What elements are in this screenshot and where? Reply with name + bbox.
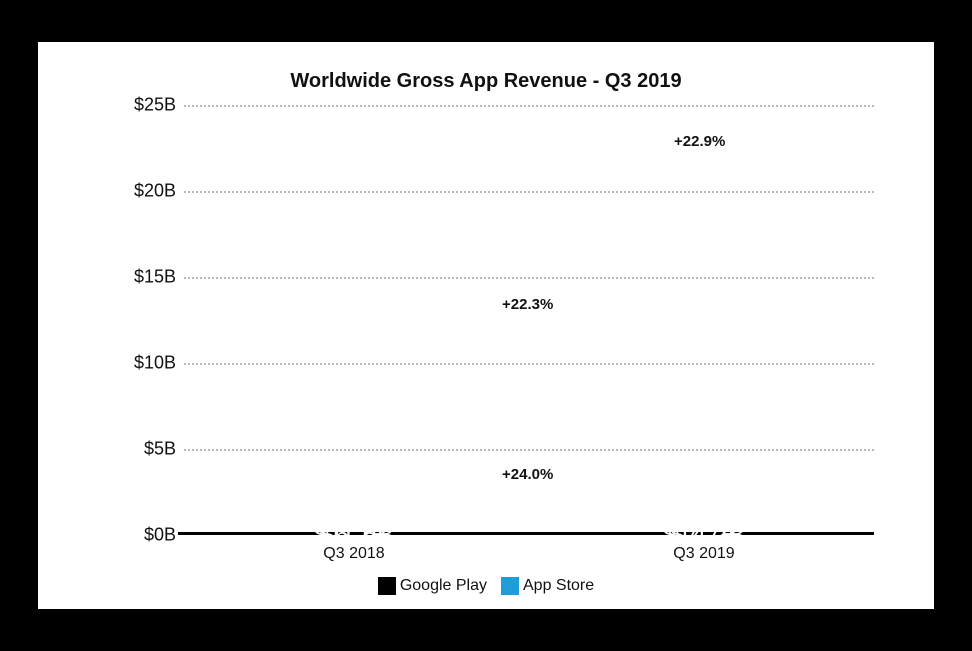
y-tick-10: $10B (134, 353, 176, 374)
legend-label-google-play: Google Play (400, 577, 487, 595)
legend-swatch-google-play (378, 577, 396, 595)
gridline-15 (184, 277, 874, 279)
legend-item-google-play: Google Play (378, 577, 487, 595)
legend: Google Play App Store (78, 577, 894, 595)
growth-total: +22.9% (674, 133, 725, 150)
gridline-20 (184, 191, 874, 193)
x-axis-line (178, 532, 874, 535)
legend-swatch-app-store (501, 577, 519, 595)
growth-app-store: +22.3% (502, 296, 553, 313)
plot-wrap: $25B $20B $15B $10B $5B $0B $6.2B $11.6B… (78, 105, 894, 535)
y-tick-0: $0B (144, 525, 176, 546)
y-tick-15: $15B (134, 267, 176, 288)
plot-area: $6.2B $11.6B Q3 2018 $7.7B $14.2B Q3 201… (184, 105, 874, 535)
gridline-25 (184, 105, 874, 107)
gridline-10 (184, 363, 874, 365)
x-label-q3-2019: Q3 2019 (574, 545, 834, 563)
y-tick-5: $5B (144, 439, 176, 460)
legend-item-app-store: App Store (501, 577, 594, 595)
x-label-q3-2018: Q3 2018 (224, 545, 484, 563)
y-tick-25: $25B (134, 95, 176, 116)
gridline-5 (184, 449, 874, 451)
y-tick-20: $20B (134, 181, 176, 202)
growth-google-play: +24.0% (502, 466, 553, 483)
chart-card: Worldwide Gross App Revenue - Q3 2019 $2… (38, 42, 934, 609)
legend-label-app-store: App Store (523, 577, 594, 595)
chart-title: Worldwide Gross App Revenue - Q3 2019 (78, 70, 894, 93)
